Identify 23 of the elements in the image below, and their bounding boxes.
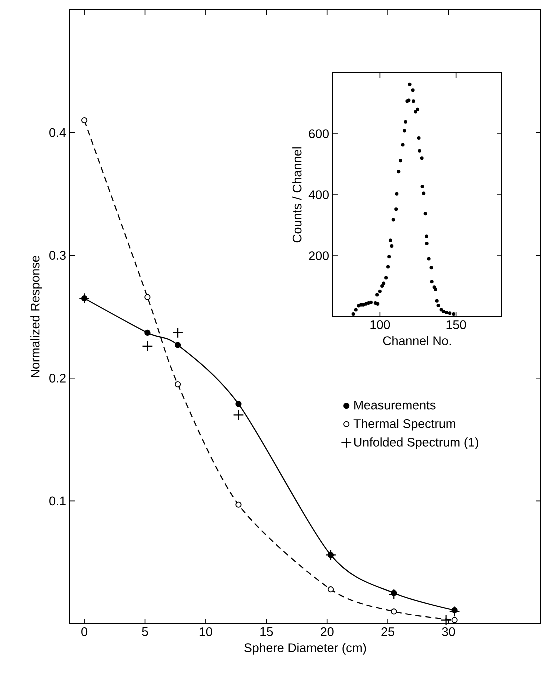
legend-label: Thermal Spectrum — [354, 419, 456, 431]
y-tick-label: 200 — [309, 252, 329, 260]
legend-label: Unfolded Spectrum (1) — [354, 438, 478, 450]
x-tick-label: 15 — [260, 628, 274, 636]
legend-label: Measurements — [354, 401, 436, 410]
y-tick-label: 0.3 — [50, 251, 66, 260]
y-tick-label: 0.1 — [50, 496, 66, 506]
y-axis-title: Counts / Channel — [292, 148, 302, 243]
y-tick-label: 0.4 — [50, 128, 66, 138]
y-axis-title: Normalized Response — [30, 256, 42, 378]
x-tick-label: 30 — [442, 628, 456, 636]
x-tick-label: 10 — [200, 628, 212, 636]
y-tick-label: 600 — [309, 130, 329, 138]
x-tick-label: 25 — [382, 628, 394, 636]
y-tick-label: 400 — [308, 190, 329, 200]
x-axis-title: Sphere Diameter (cm) — [244, 643, 366, 655]
x-tick-label: 20 — [321, 628, 334, 636]
x-axis-title: Channel No. — [383, 336, 452, 346]
x-tick-label: 0 — [82, 628, 88, 636]
x-tick-label: 150 — [446, 320, 466, 330]
x-tick-label: 100 — [370, 320, 390, 330]
y-tick-label: 0.2 — [50, 374, 66, 383]
x-tick-label: 5 — [142, 628, 148, 636]
